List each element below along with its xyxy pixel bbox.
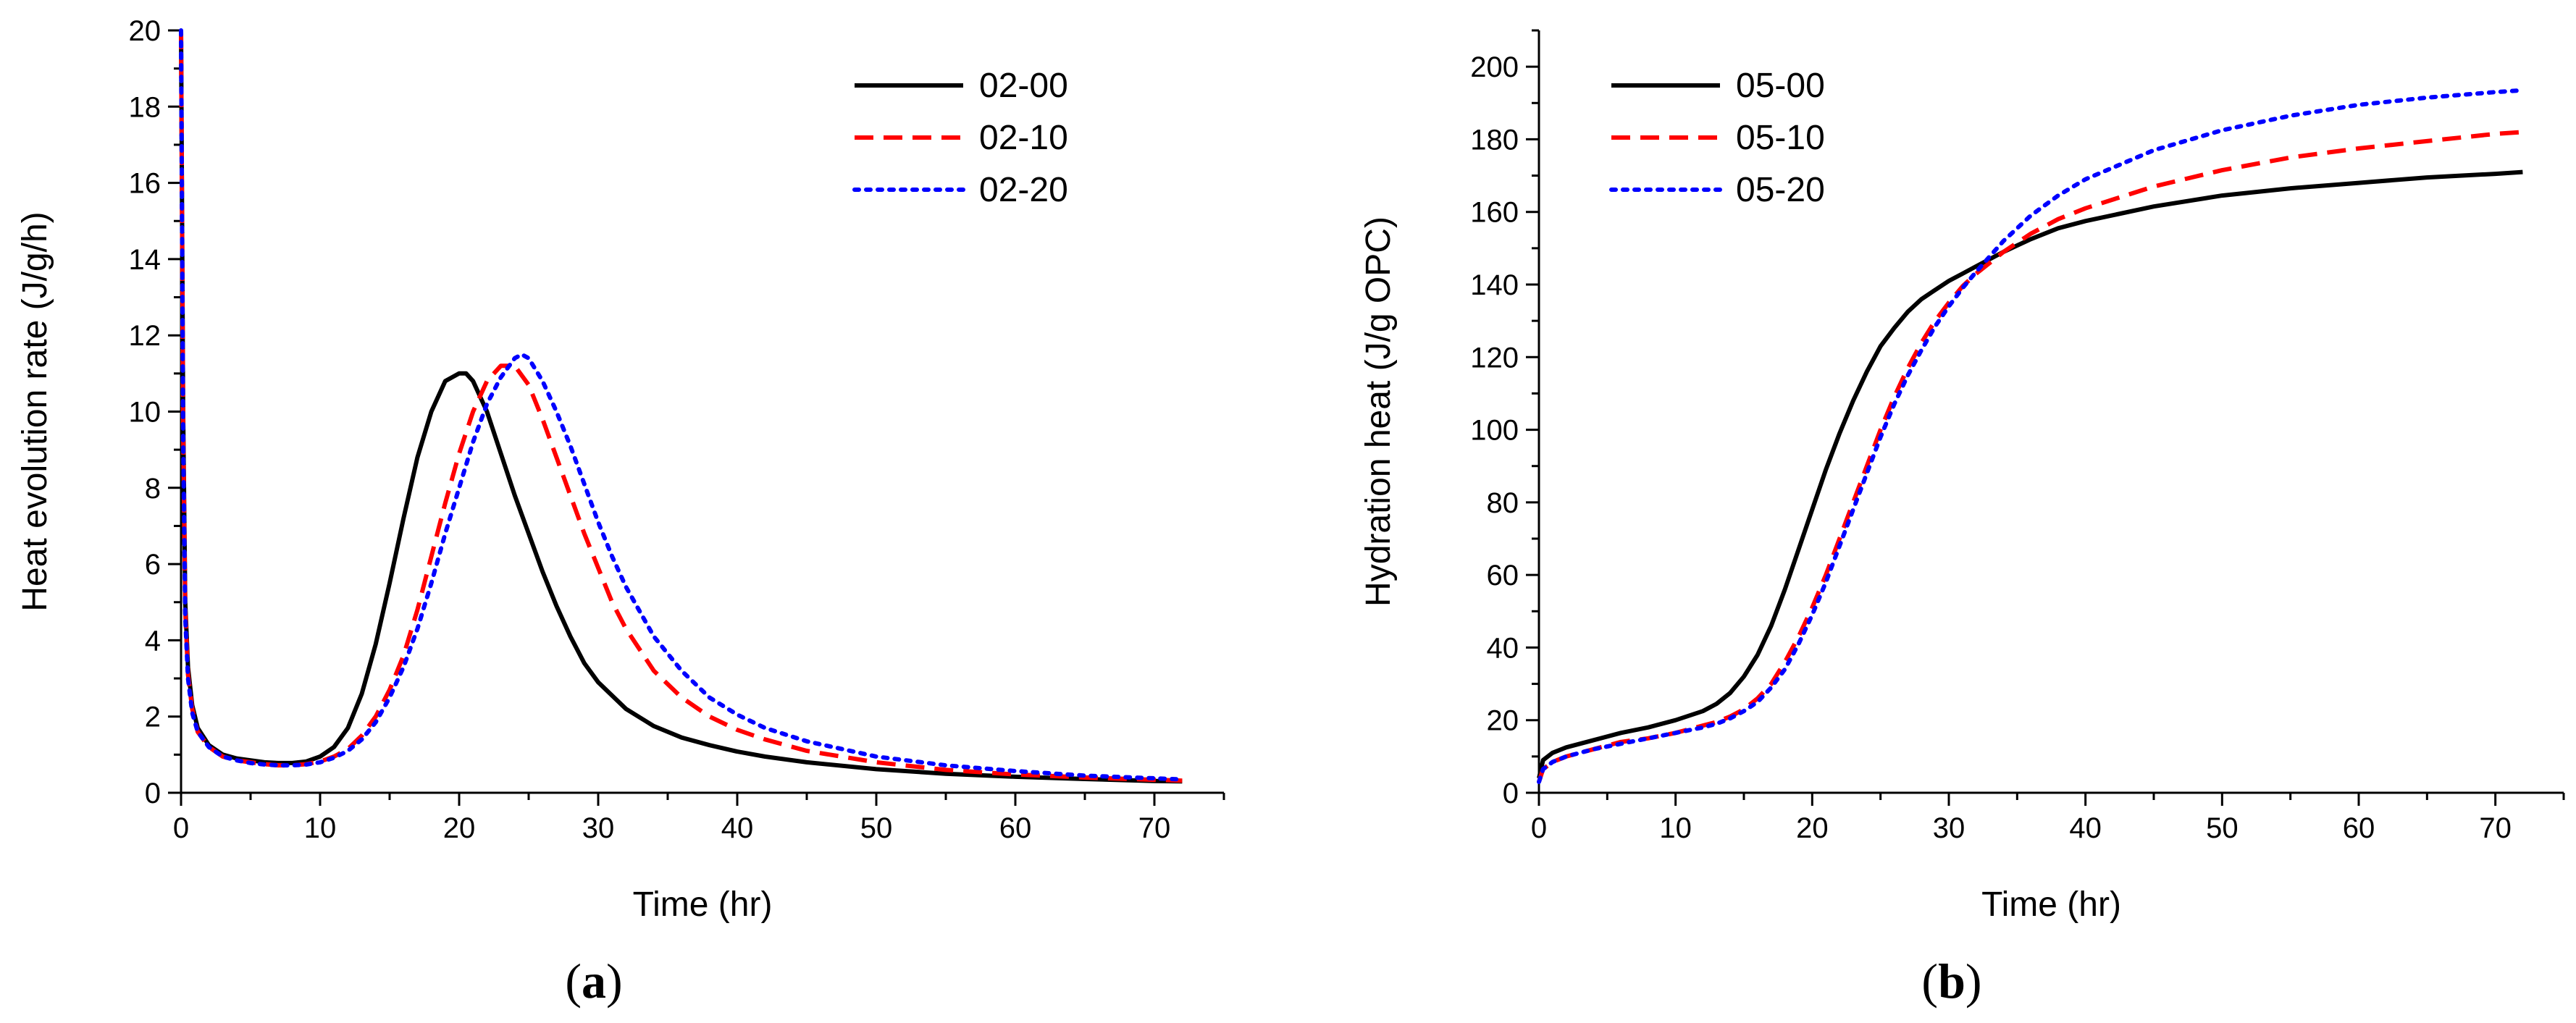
x-tick-label: 50 — [2206, 812, 2239, 844]
legend-label: 02-00 — [979, 67, 1068, 105]
y-tick-label: 0 — [145, 778, 161, 809]
y-tick-label: 2 — [145, 702, 161, 733]
x-tick-label: 70 — [2479, 812, 2512, 844]
y-axis-title: Heat evolution rate (J/g/h) — [16, 211, 54, 611]
x-tick-label: 10 — [1659, 812, 1692, 844]
x-tick-label: 20 — [443, 812, 476, 844]
y-tick-label: 180 — [1470, 124, 1519, 156]
legend-label: 05-10 — [1736, 119, 1825, 157]
series-line-05-00 — [1537, 169, 2523, 779]
series-line-02-20 — [179, 28, 1185, 782]
x-tick-label: 0 — [173, 812, 189, 844]
x-tick-label: 20 — [1796, 812, 1829, 844]
panel-label-letter: b — [1938, 953, 1965, 1009]
y-tick-label: 18 — [129, 91, 161, 123]
legend-label: 02-10 — [979, 119, 1068, 157]
x-tick-label: 60 — [2343, 812, 2375, 844]
x-axis-title: Time (hr) — [1981, 885, 2121, 924]
y-tick-label: 80 — [1487, 487, 1519, 519]
x-tick-label: 70 — [1138, 812, 1171, 844]
x-tick-label: 30 — [582, 812, 615, 844]
y-tick-label: 10 — [129, 397, 161, 429]
y-tick-label: 20 — [129, 15, 161, 47]
x-tick-label: 0 — [1531, 812, 1547, 844]
y-tick-label: 4 — [145, 625, 161, 657]
panel-label-letter: a — [582, 953, 606, 1009]
x-axis-title: Time (hr) — [633, 885, 773, 924]
y-tick-label: 16 — [129, 168, 161, 200]
x-tick-label: 30 — [1933, 812, 1965, 844]
y-tick-label: 20 — [1487, 705, 1519, 737]
legend-label: 05-20 — [1736, 171, 1825, 209]
y-tick-label: 100 — [1470, 415, 1519, 447]
y-tick-label: 14 — [129, 244, 161, 276]
series-line-05-10 — [1537, 130, 2523, 783]
series-line-05-20 — [1537, 88, 2525, 784]
x-tick-label: 40 — [2069, 812, 2102, 844]
x-tick-label: 60 — [999, 812, 1032, 844]
panel-b-chart: 0 10 20 30 40 50 60 70 0 20 40 60 80 100 120 140 160 180 2… — [1359, 29, 2565, 1009]
y-tick-label: 12 — [129, 320, 161, 352]
y-tick-label: 160 — [1470, 197, 1519, 229]
x-tick-label: 40 — [721, 812, 754, 844]
y-tick-label: 140 — [1470, 269, 1519, 301]
y-tick-label: 200 — [1470, 51, 1519, 83]
y-tick-label: 120 — [1470, 342, 1519, 374]
panel-label: (a) — [565, 953, 622, 1009]
y-tick-label: 0 — [1503, 778, 1519, 809]
x-tick-label: 10 — [304, 812, 337, 844]
panel-label: (b) — [1921, 953, 1981, 1009]
y-tick-label: 6 — [145, 549, 161, 581]
x-tick-label: 50 — [860, 812, 893, 844]
panel-a-chart: 0 10 20 30 40 50 60 70 0 2 4 6 8 10 12 14 16 18 20 Time (hr… — [16, 15, 1225, 1009]
y-tick-label: 40 — [1487, 632, 1519, 664]
y-tick-label: 60 — [1487, 560, 1519, 592]
legend-label: 02-20 — [979, 171, 1068, 209]
legend-label: 05-00 — [1736, 67, 1825, 105]
y-tick-label: 8 — [145, 473, 161, 505]
y-axis-title: Hydration heat (J/g OPC) — [1359, 216, 1398, 607]
